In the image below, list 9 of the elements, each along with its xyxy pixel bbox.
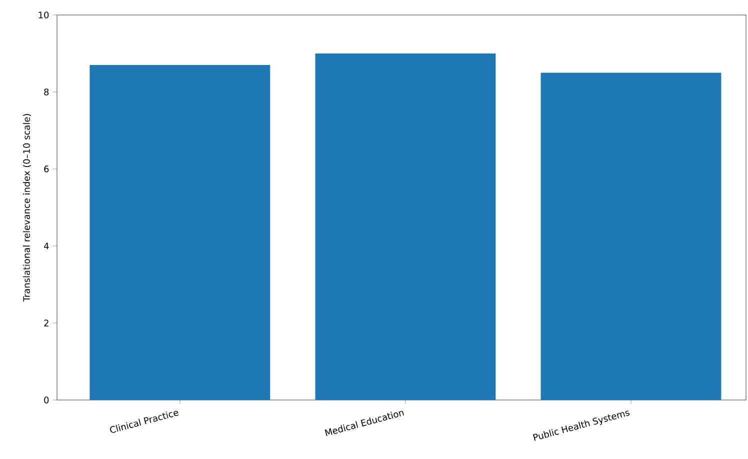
y-tick-label: 10 [38, 12, 49, 18]
y-tick-label: 0 [44, 396, 49, 404]
x-tick-label: Public Health Systems [533, 410, 630, 441]
y-tick-label: 4 [44, 242, 49, 250]
y-axis-title: Translational relevance index (0–10 scale) [22, 114, 31, 302]
y-tick-label: 8 [44, 88, 49, 96]
y-tick-label: 2 [44, 320, 48, 326]
x-tick-label: Clinical Practice [110, 410, 179, 433]
y-tick-label: 6 [44, 166, 49, 172]
